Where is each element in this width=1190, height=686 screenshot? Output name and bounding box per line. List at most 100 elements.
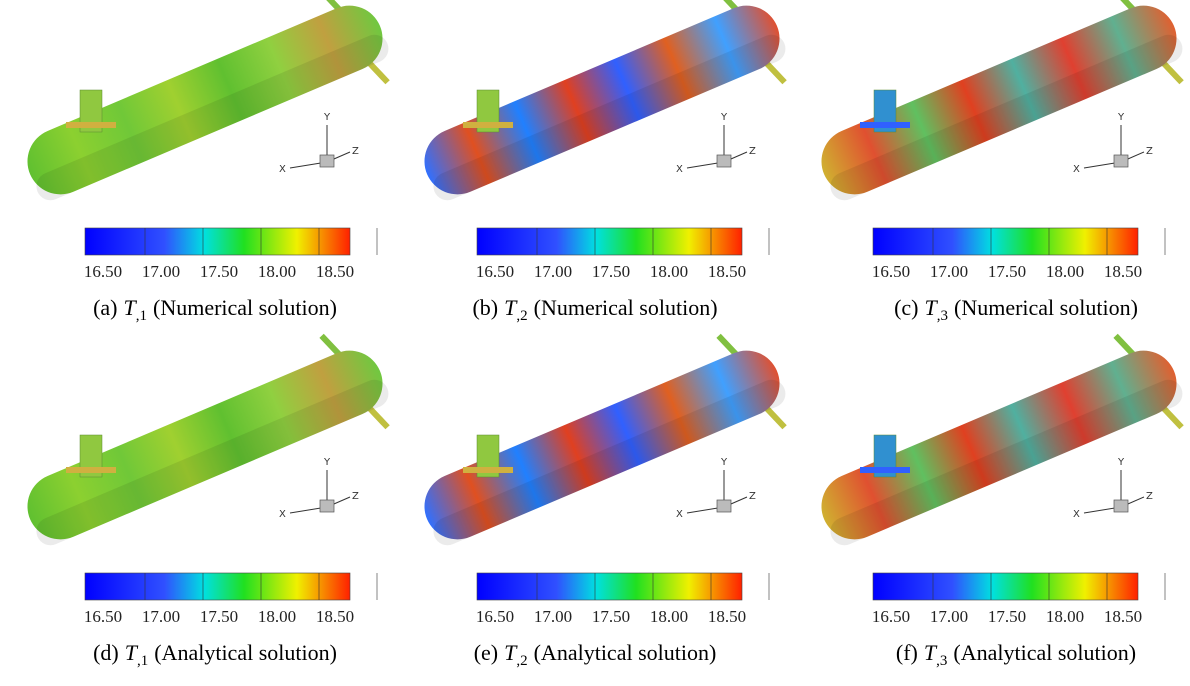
sail-plane: [463, 122, 513, 128]
caption: (d)T,1(Analytical solution): [93, 640, 337, 669]
axis-label: Z: [352, 146, 359, 157]
axis-label: Y: [323, 457, 331, 468]
axis-label: X: [279, 509, 286, 520]
colorbar-label: 18.00: [1046, 262, 1084, 281]
axis-label: X: [279, 164, 286, 175]
caption: (a)T,1(Numerical solution): [93, 295, 337, 324]
colorbar: [85, 573, 350, 600]
axis-cube: [717, 500, 731, 512]
colorbar-label: 18.50: [708, 262, 746, 281]
colorbar-label: 18.50: [316, 607, 354, 626]
caption: (f)T,3(Analytical solution): [896, 640, 1136, 669]
colorbar-label: 16.50: [476, 607, 514, 626]
axis-label: X: [676, 509, 683, 520]
axis-triad: Y X Z: [279, 112, 359, 175]
axis-label: Y: [720, 112, 728, 123]
sail-plane: [860, 467, 910, 473]
axis-cube: [320, 500, 334, 512]
colorbar-label: 17.00: [534, 607, 572, 626]
axis-triad: Y X Z: [1073, 457, 1153, 520]
sail-plane: [66, 467, 116, 473]
submarine: [9, 0, 402, 225]
colorbar-label: 16.50: [872, 262, 910, 281]
caption-solution: (Analytical solution): [154, 640, 337, 665]
colorbar: [873, 573, 1138, 600]
axis-label: X: [1073, 164, 1080, 175]
caption-subscript: ,1: [136, 308, 147, 324]
axis-triad: YXZ: [676, 112, 756, 175]
axis-label: Z: [1146, 491, 1153, 502]
axis-label: Y: [1117, 112, 1125, 123]
colorbar-label: 17.50: [988, 262, 1026, 281]
caption-solution: (Analytical solution): [953, 640, 1136, 665]
caption-subscript: ,1: [137, 653, 148, 669]
colorbar-label: 16.50: [84, 262, 122, 281]
axis-cube: [1114, 500, 1128, 512]
colorbar-label: 17.00: [534, 262, 572, 281]
colorbar-label: 18.00: [1046, 607, 1084, 626]
caption-label: (d): [93, 640, 119, 665]
caption-solution: (Numerical solution): [954, 295, 1138, 320]
sail-plane: [463, 467, 513, 473]
caption-label: (a): [93, 295, 117, 320]
colorbar: [873, 228, 1138, 255]
submarine: [803, 320, 1190, 570]
axis-label: X: [676, 164, 683, 175]
axis-label: Z: [352, 491, 359, 502]
axis-cube: [1114, 155, 1128, 167]
caption-solution: (Numerical solution): [534, 295, 718, 320]
colorbar-label: 18.00: [650, 607, 688, 626]
caption-solution: (Numerical solution): [153, 295, 337, 320]
colorbar-label: 17.50: [200, 607, 238, 626]
caption-solution: (Analytical solution): [534, 640, 717, 665]
colorbar-label: 18.00: [258, 607, 296, 626]
colorbar-label: 17.50: [200, 262, 238, 281]
caption: (c)T,3(Numerical solution): [894, 295, 1138, 324]
figure: YXZ16.5017.0017.5018.0018.50(a)T,1(Numer…: [0, 0, 1190, 686]
caption-label: (e): [474, 640, 498, 665]
caption-subscript: ,2: [516, 653, 527, 669]
colorbar-label: 17.00: [930, 262, 968, 281]
colorbar-label: 18.50: [1104, 607, 1142, 626]
axis-cube: [320, 155, 334, 167]
colorbar-label: 17.50: [988, 607, 1026, 626]
caption-label: (f): [896, 640, 918, 665]
colorbar-label: 18.50: [708, 607, 746, 626]
colorbar-label: 17.50: [592, 607, 630, 626]
axis-label: Y: [1117, 457, 1125, 468]
colorbar-label: 16.50: [476, 262, 514, 281]
submarine: [9, 320, 402, 570]
colorbar-label: 16.50: [872, 607, 910, 626]
panel: YXZ16.5017.0017.5018.0018.50(d)T,1(Analy…: [9, 320, 402, 669]
axis-label: Y: [323, 112, 331, 123]
axis-cube: [717, 155, 731, 167]
sail-plane: [66, 122, 116, 128]
axis-triad: YXZ: [676, 457, 756, 520]
page: {"panels": [ {"label": "(a)", "symbol": …: [0, 0, 1190, 686]
colorbar-label: 17.00: [142, 262, 180, 281]
caption-label: (c): [894, 295, 918, 320]
submarine: [406, 320, 799, 570]
caption-subscript: ,3: [936, 653, 947, 669]
caption-subscript: ,3: [937, 308, 948, 324]
axis-triad: YXZ: [1073, 112, 1153, 175]
colorbar-label: 18.00: [258, 262, 296, 281]
axis-label: Y: [720, 457, 728, 468]
sail-plane: [860, 122, 910, 128]
caption-subscript: ,2: [516, 308, 527, 324]
colorbar-label: 18.00: [650, 262, 688, 281]
colorbar-label: 18.50: [1104, 262, 1142, 281]
colorbar-label: 16.50: [84, 607, 122, 626]
axis-label: X: [1073, 509, 1080, 520]
caption: (e)T,2(Analytical solution): [474, 640, 717, 669]
colorbar: [477, 573, 742, 600]
colorbar-label: 18.50: [316, 262, 354, 281]
submarine: [406, 0, 799, 225]
colorbar-label: 17.00: [930, 607, 968, 626]
colorbar-label: 17.00: [142, 607, 180, 626]
colorbar-label: 17.50: [592, 262, 630, 281]
